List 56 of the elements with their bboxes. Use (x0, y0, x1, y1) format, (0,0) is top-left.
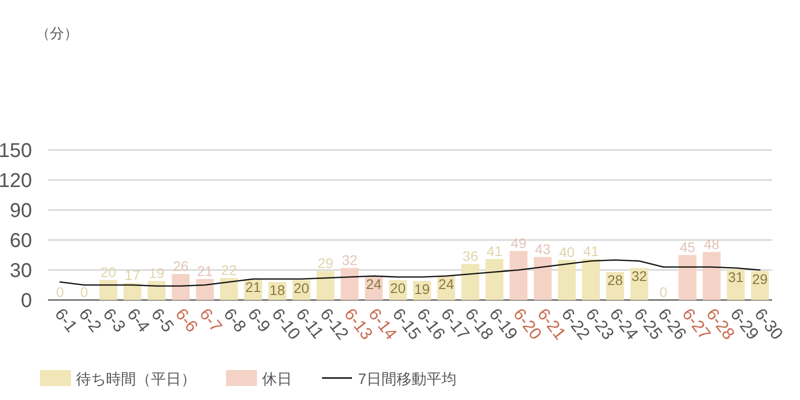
legend-label: 休日 (262, 371, 292, 388)
bar (340, 268, 359, 300)
y-tick-label: 150 (0, 140, 32, 162)
data-label: 31 (728, 269, 744, 285)
legend-label: 7日間移動平均 (358, 371, 456, 388)
data-label: 45 (680, 239, 696, 255)
data-label: 48 (704, 236, 720, 252)
data-label: 49 (510, 235, 527, 251)
data-label: 32 (342, 252, 358, 268)
y-tick-label: 30 (10, 260, 32, 282)
data-label: 20 (294, 280, 310, 296)
bar (316, 271, 334, 300)
data-label: 41 (486, 243, 502, 259)
bar (196, 279, 214, 300)
bar (124, 283, 142, 300)
y-tick-label: 60 (10, 230, 32, 252)
bar (678, 255, 696, 300)
bar (702, 252, 721, 300)
data-label: 0 (80, 284, 88, 300)
data-label: 29 (752, 271, 768, 287)
data-label: 17 (124, 267, 140, 283)
data-label: 20 (390, 280, 406, 296)
y-tick-label: 0 (20, 290, 32, 312)
data-label: 36 (462, 248, 478, 264)
y-tick-label: 120 (0, 170, 32, 192)
data-label: 43 (534, 241, 551, 257)
data-label: 24 (438, 276, 454, 292)
data-label: 24 (366, 276, 382, 292)
bar (99, 280, 118, 300)
bar (558, 260, 576, 300)
bar (172, 274, 190, 300)
data-label: 18 (269, 282, 286, 298)
data-label: 29 (318, 255, 334, 271)
legend-label: 待ち時間（平日） (76, 371, 196, 388)
data-label: 0 (56, 284, 64, 300)
data-label: 32 (631, 268, 648, 284)
data-label: 19 (148, 265, 165, 281)
data-label: 41 (583, 243, 599, 259)
bar (148, 281, 166, 300)
data-label: 0 (660, 284, 668, 300)
bar (510, 251, 528, 300)
y-tick-label: 90 (10, 200, 32, 222)
bar (220, 278, 238, 300)
data-label: 19 (414, 281, 430, 297)
bar (582, 259, 600, 300)
bar (461, 264, 480, 300)
data-label: 26 (172, 258, 189, 274)
data-label: 28 (607, 272, 624, 288)
text: （分） (36, 25, 78, 41)
data-label: 20 (100, 264, 116, 280)
data-label: 21 (245, 279, 262, 295)
data-label: 21 (197, 263, 213, 279)
bar (486, 259, 504, 300)
data-label: 40 (559, 244, 575, 260)
bar (534, 257, 552, 300)
data-label: 22 (221, 262, 237, 278)
